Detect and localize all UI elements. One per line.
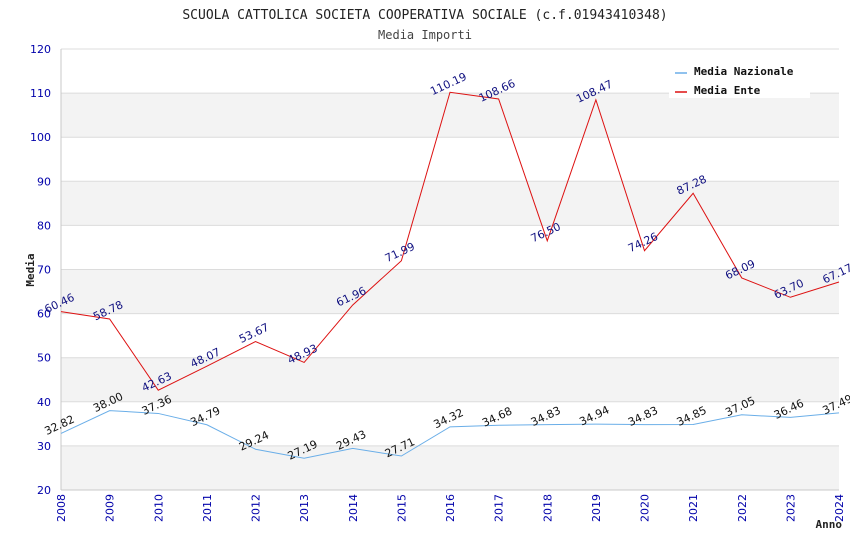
y-tick-labels: 20 30 40 50 60 70 80 90 100 110 120 [30,43,51,497]
y-tick-label: 50 [37,352,51,365]
plot-band [61,357,839,402]
plot-band [61,137,839,182]
x-tick-label: 2009 [104,494,117,522]
chart-title: SCUOLA CATTOLICA SOCIETA COOPERATIVA SOC… [182,8,667,23]
legend-label-nazionale: Media Nazionale [694,65,794,78]
legend-label-ente: Media Ente [694,84,761,97]
y-tick-label: 30 [37,440,51,453]
x-tick-label: 2008 [55,494,68,522]
x-tick-label: 2015 [395,494,408,522]
plot-band [61,93,839,138]
y-tick-label: 90 [37,175,51,188]
y-axis-label: Media [24,253,37,286]
legend: Media Nazionale Media Ente [669,60,810,98]
x-tick-label: 2020 [639,494,652,522]
x-tick-label: 2012 [250,494,263,522]
x-tick-label: 2021 [687,494,700,522]
chart-subtitle: Media Importi [378,28,472,42]
y-tick-label: 110 [30,87,51,100]
plot-band [61,445,839,490]
plot-band [61,313,839,358]
axes [60,49,839,491]
plot-band [61,181,839,226]
x-tick-label: 2017 [493,494,506,522]
x-tick-label: 2018 [541,494,554,522]
y-tick-label: 80 [37,219,51,232]
x-tick-label: 2022 [736,494,749,522]
x-tick-labels: 2008 2009 2010 2011 2012 2013 2014 2015 2016 2017… [55,494,846,522]
y-tick-label: 40 [37,396,51,409]
y-tick-label: 100 [30,131,51,144]
x-tick-label: 2023 [784,494,797,522]
y-tick-label: 120 [30,43,51,56]
x-tick-label: 2019 [590,494,603,522]
plot-background-bands [61,49,839,490]
x-axis-label: Anno [816,518,843,531]
y-tick-label: 20 [37,484,51,497]
x-tick-label: 2014 [347,494,360,522]
x-tick-label: 2013 [298,494,311,522]
y-tick-label: 70 [37,264,51,277]
series-line-media-ente [60,91,840,391]
series-line-media-nazionale [60,410,840,459]
x-tick-label: 2011 [201,494,214,522]
plot-band [61,269,839,314]
series-layer [60,91,840,459]
y-tick-label: 60 [37,308,51,321]
x-tick-label: 2024 [833,494,846,522]
x-tick-label: 2016 [444,494,457,522]
x-tick-label: 2010 [152,494,165,522]
plot-band [61,225,839,270]
plot-band [61,401,839,446]
legend-box [669,60,810,98]
